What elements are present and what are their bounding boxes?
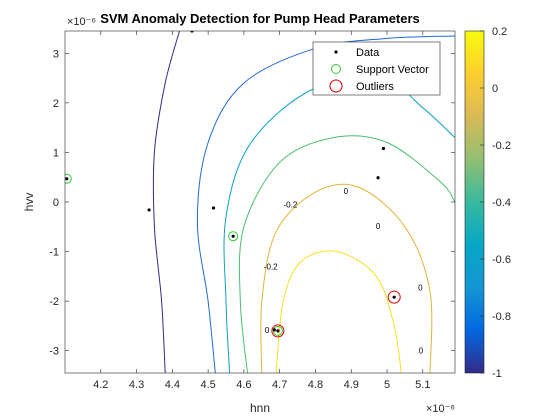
contour-layer xyxy=(152,31,455,373)
x-tick-label-0: 4.2 xyxy=(93,379,108,391)
contour-line-1 xyxy=(196,35,455,373)
legend-data-marker xyxy=(334,50,338,54)
x-tick-label-6: 4.8 xyxy=(308,379,323,391)
contour-label-4: 0 xyxy=(418,283,423,292)
colorbar-tick-label-4: -0.6 xyxy=(492,254,511,266)
contour-line-0 xyxy=(152,31,180,373)
support-vector-marker-0 xyxy=(65,173,72,184)
contour-label-5: 0 xyxy=(265,326,270,335)
data-point-1 xyxy=(147,208,151,212)
y-exponent-label: ×10⁻⁶ xyxy=(67,16,96,28)
contour-label-6: 0 xyxy=(419,347,424,356)
y-axis-label: hvv xyxy=(22,193,36,212)
x-tick-label-7: 4.9 xyxy=(344,379,359,391)
x-tick-label-3: 4.5 xyxy=(200,379,215,391)
y-tick-label-3: 0 xyxy=(53,197,59,209)
outlier-marker-1 xyxy=(387,290,401,304)
data-point-9 xyxy=(392,295,396,299)
data-point-6 xyxy=(276,329,280,333)
legend-support-vector-marker xyxy=(331,64,341,74)
colorbar-ticks: 0.2 0 -0.2 -0.4 -0.6 -0.8 -1 xyxy=(480,26,511,380)
y-axis-ticks: -3 -2 -1 0 1 2 3 xyxy=(49,48,455,358)
legend: Data Support Vector Outliers xyxy=(312,41,441,96)
legend-data-label: Data xyxy=(356,47,380,59)
y-tick-label-4: 1 xyxy=(53,147,59,159)
x-tick-label-4: 4.6 xyxy=(236,379,251,391)
colorbar-tick-label-3: -0.4 xyxy=(492,197,511,209)
y-tick-label-6: 3 xyxy=(53,48,59,60)
chart-title: SVM Anomaly Detection for Pump Head Para… xyxy=(100,11,420,26)
colorbar: 0.2 0 -0.2 -0.4 -0.6 -0.8 -1 xyxy=(464,26,511,380)
colorbar-tick-label-6: -1 xyxy=(492,368,502,380)
legend-box xyxy=(312,41,441,96)
x-exponent-label: ×10⁻⁶ xyxy=(426,403,455,415)
contour-line-5 xyxy=(275,250,402,373)
y-tick-label-0: -3 xyxy=(49,346,59,358)
contour-label-0: -0.2 xyxy=(264,262,278,271)
colorbar-tick-label-2: -0.2 xyxy=(492,140,511,152)
contour-line-3 xyxy=(238,135,455,373)
x-tick-label-1: 4.3 xyxy=(129,379,144,391)
data-point-3 xyxy=(211,206,216,210)
contour-label-layer: -0.2 -0.2 0 0 0 0 0 xyxy=(264,187,424,356)
x-tick-label-8: 5 xyxy=(384,379,390,391)
marker-layer xyxy=(65,31,401,338)
x-tick-label-2: 4.4 xyxy=(165,379,180,391)
legend-outliers-marker xyxy=(329,79,343,93)
y-tick-label-1: -2 xyxy=(49,296,59,308)
contour-line-2 xyxy=(223,79,455,373)
legend-outliers-label: Outliers xyxy=(356,81,394,93)
support-vector-marker-1 xyxy=(228,231,239,242)
data-point-4 xyxy=(231,234,235,238)
contour-label-3: 0 xyxy=(376,222,381,231)
x-tick-label-9: 5.1 xyxy=(415,379,430,391)
data-point-7 xyxy=(376,176,380,180)
data-point-2 xyxy=(190,31,194,33)
contour-label-2: 0 xyxy=(344,187,349,196)
outlier-marker-0 xyxy=(271,324,285,338)
colorbar-tick-label-1: 0 xyxy=(492,83,498,95)
contour-line-4 xyxy=(260,183,433,373)
y-tick-label-2: -1 xyxy=(49,247,59,259)
contour-label-1: -0.2 xyxy=(284,200,298,209)
x-axis-label: hnn xyxy=(250,401,270,415)
data-point-0 xyxy=(65,177,69,181)
y-tick-label-5: 2 xyxy=(53,98,59,110)
colorbar-tick-label-5: -0.8 xyxy=(492,311,511,323)
data-point-5 xyxy=(272,328,276,332)
data-point-8 xyxy=(381,146,386,151)
colorbar-tick-label-0: 0.2 xyxy=(492,26,507,38)
legend-support-vector-label: Support Vector xyxy=(356,64,429,76)
x-tick-label-5: 4.7 xyxy=(272,379,287,391)
x-axis-ticks: 4.2 4.3 4.4 4.5 4.6 4.7 4.8 4.9 5 5.1 xyxy=(93,31,430,391)
